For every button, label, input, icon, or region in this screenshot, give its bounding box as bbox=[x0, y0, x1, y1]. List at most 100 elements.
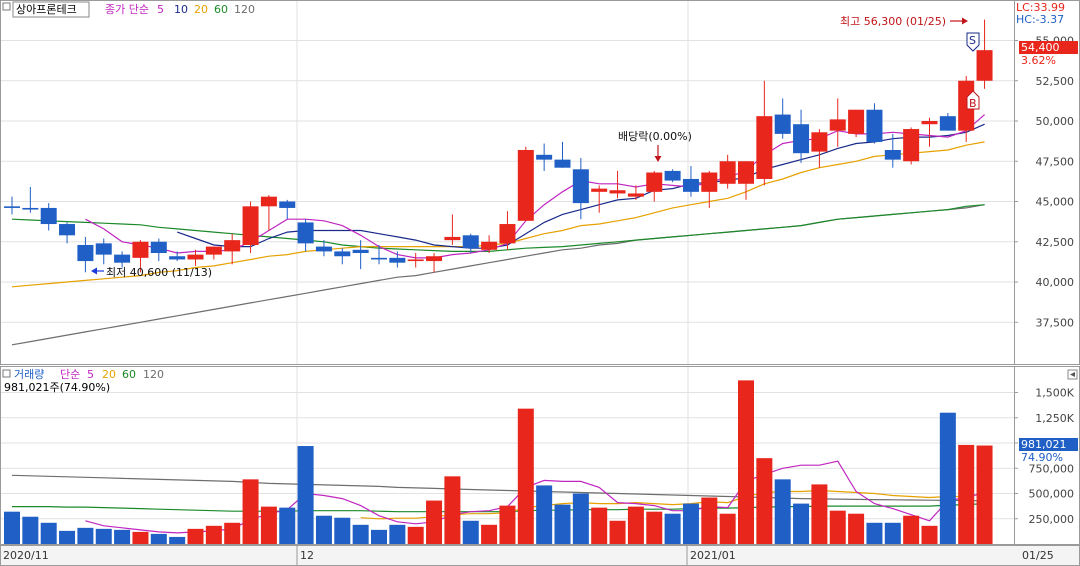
volume-ma120-period: 120 bbox=[143, 368, 164, 381]
candle-body bbox=[701, 172, 718, 192]
stock-name-box[interactable] bbox=[12, 1, 90, 18]
volume-tick-label: 1,500K bbox=[1035, 387, 1074, 400]
volume-bar bbox=[811, 484, 828, 544]
ma20-period: 20 bbox=[194, 3, 208, 16]
volume-bar bbox=[499, 505, 516, 544]
volume-bar bbox=[903, 515, 920, 544]
volume-bar bbox=[187, 528, 204, 544]
volume-bar bbox=[462, 520, 479, 544]
candle-body bbox=[352, 249, 369, 254]
high-arrow-icon bbox=[950, 17, 968, 25]
buy-signal-label: B bbox=[969, 97, 977, 110]
candle-body bbox=[59, 224, 76, 236]
volume-ma-label: 단순 bbox=[60, 368, 80, 381]
volume-bar bbox=[169, 536, 186, 544]
scroll-right-button[interactable] bbox=[1067, 369, 1078, 380]
candle-body bbox=[939, 116, 956, 131]
volume-bar bbox=[517, 408, 534, 544]
volume-bar bbox=[793, 503, 810, 544]
volume-tick-label: 750,000 bbox=[1029, 462, 1075, 475]
price-tick-label: 40,000 bbox=[1036, 276, 1075, 289]
candle-body bbox=[646, 172, 663, 192]
candle-body bbox=[187, 254, 204, 260]
volume-bar bbox=[150, 533, 167, 544]
volume-bar bbox=[591, 507, 608, 544]
candle-body bbox=[260, 196, 277, 207]
x-axis-label: 12 bbox=[300, 549, 314, 562]
sell-signal-icon: S bbox=[966, 32, 980, 52]
legend-toggle-icon[interactable] bbox=[2, 2, 11, 11]
volume-bar bbox=[554, 504, 571, 544]
stock-name: 상아프론테크 bbox=[16, 3, 77, 16]
candle-body bbox=[40, 207, 57, 225]
volume-tick-label: 250,000 bbox=[1029, 513, 1075, 526]
x-axis-label: 01/25 bbox=[1022, 549, 1054, 562]
current-price-badge bbox=[1019, 41, 1078, 54]
volume-bar bbox=[389, 524, 406, 544]
candle-body bbox=[591, 188, 608, 192]
volume-bar bbox=[426, 500, 443, 544]
volume-bar bbox=[572, 493, 589, 544]
ma60-period: 60 bbox=[214, 3, 228, 16]
volume-bar bbox=[352, 524, 369, 544]
candle-body bbox=[884, 149, 901, 160]
candle-body bbox=[572, 169, 589, 204]
volume-bar bbox=[260, 506, 277, 544]
volume-bar bbox=[866, 522, 883, 544]
volume-bar bbox=[77, 527, 94, 544]
candle-body bbox=[4, 206, 20, 208]
volume-bar bbox=[297, 446, 314, 544]
volume-bar bbox=[481, 524, 498, 544]
candle-body bbox=[719, 161, 736, 184]
candle-body bbox=[738, 161, 754, 184]
price-panel bbox=[0, 0, 1015, 365]
candle-body bbox=[426, 256, 443, 262]
volume-ma5-period: 5 bbox=[87, 368, 94, 381]
volume-bar bbox=[664, 513, 681, 544]
high-annotation: 최고 56,300 (01/25) bbox=[840, 15, 946, 28]
volume-bar bbox=[95, 528, 112, 544]
current-volume-value: 981,021 bbox=[1021, 438, 1067, 451]
volume-y-axis bbox=[1014, 366, 1080, 545]
price-tick-label: 50,000 bbox=[1036, 115, 1075, 128]
candle-body bbox=[297, 222, 314, 244]
candle-body bbox=[517, 149, 534, 221]
candle-body bbox=[811, 132, 828, 152]
candle-body bbox=[389, 257, 406, 263]
volume-ma20-line bbox=[360, 489, 985, 520]
volume-bar bbox=[407, 526, 424, 544]
x-axis-label: 2020/11 bbox=[3, 549, 49, 562]
lc-value: LC:33.99 bbox=[1016, 1, 1065, 14]
candle-body bbox=[536, 154, 553, 160]
candle-body bbox=[205, 246, 222, 255]
candle-body bbox=[682, 178, 699, 192]
volume-bar bbox=[444, 476, 461, 544]
candle-body bbox=[77, 244, 94, 262]
volume-title: 거래량 bbox=[14, 368, 44, 381]
candle-body bbox=[444, 236, 461, 241]
candle-body bbox=[976, 50, 993, 81]
volume-bar bbox=[59, 530, 76, 544]
volume-bar bbox=[701, 497, 718, 544]
low-arrow-icon bbox=[91, 267, 104, 275]
candle-body bbox=[95, 243, 112, 255]
volume-tick-label: 1,250K bbox=[1035, 412, 1074, 425]
volume-bar bbox=[829, 510, 846, 544]
volume-bar bbox=[371, 529, 387, 544]
volume-legend-toggle-icon[interactable] bbox=[2, 369, 11, 378]
candle-body bbox=[132, 241, 149, 258]
volume-bar bbox=[627, 506, 644, 544]
volume-bar bbox=[224, 522, 241, 544]
candle-body bbox=[499, 224, 516, 244]
ma-label: 종가 단순 bbox=[105, 3, 149, 16]
ma10-period: 10 bbox=[174, 3, 188, 16]
candle-body bbox=[609, 190, 626, 194]
volume-bar bbox=[958, 444, 975, 544]
volume-bar bbox=[884, 522, 901, 544]
volume-bar bbox=[774, 479, 791, 544]
ma60-line bbox=[11, 204, 985, 252]
price-tick-label: 45,000 bbox=[1036, 196, 1075, 209]
low-annotation: 최저 40,600 (11/13) bbox=[106, 266, 212, 279]
dividend-annotation: 배당락(0.00%) bbox=[618, 130, 692, 143]
